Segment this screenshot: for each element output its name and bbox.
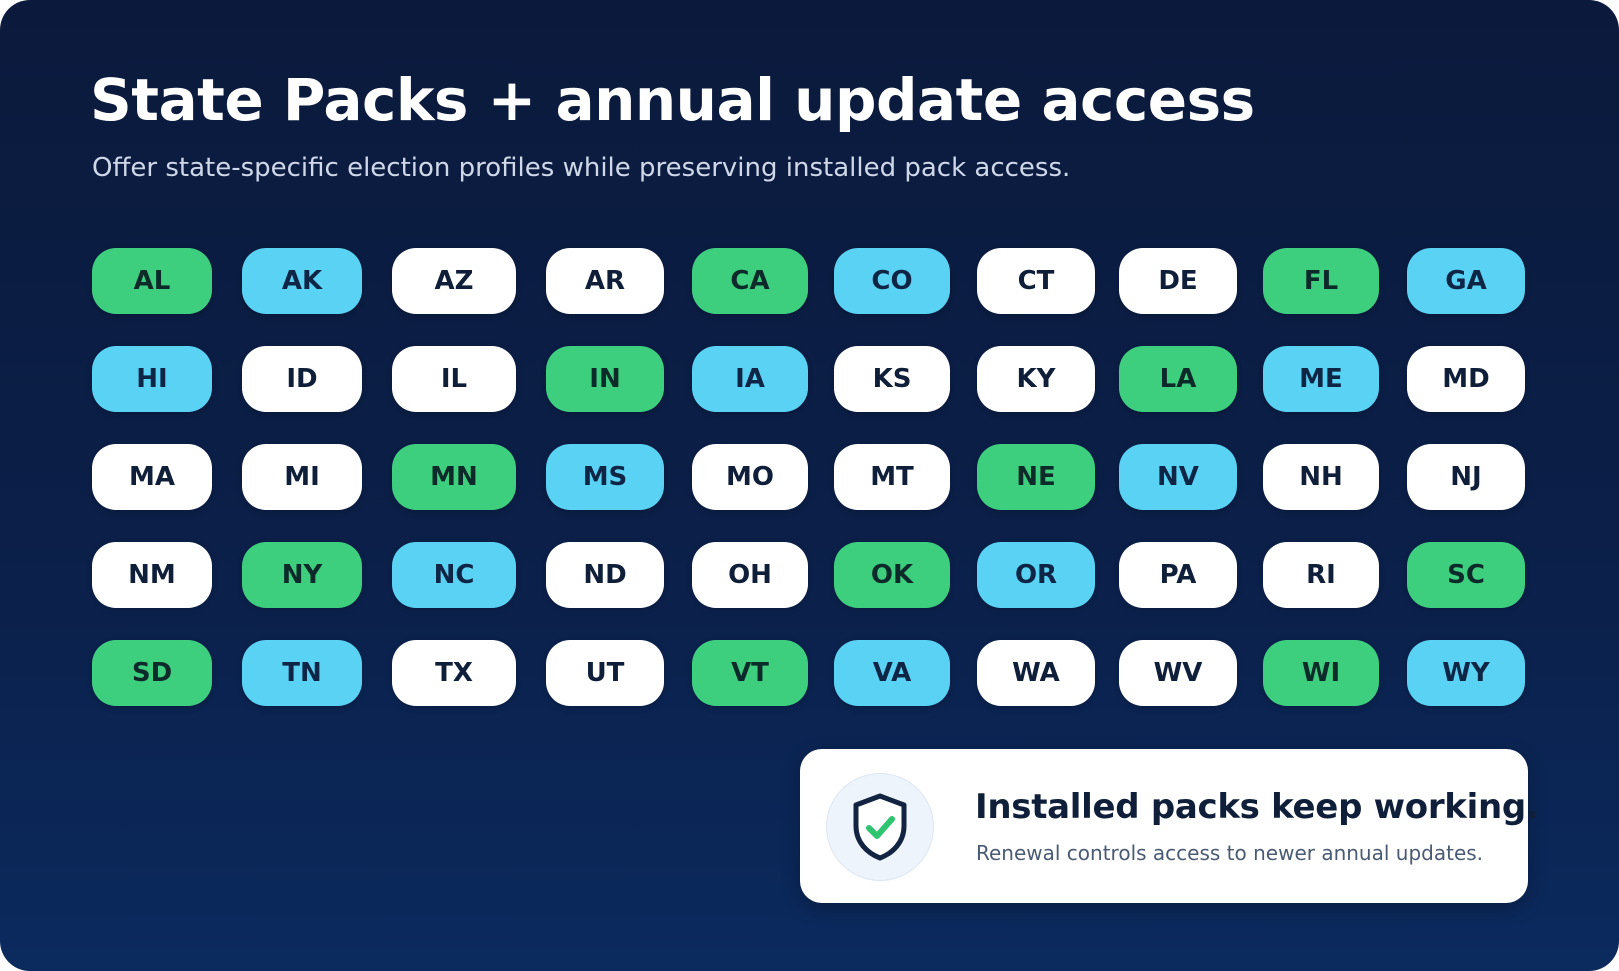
state-pill-hi[interactable]: HI	[92, 346, 212, 412]
state-pill-nh[interactable]: NH	[1263, 444, 1379, 510]
state-pill-tn[interactable]: TN	[242, 640, 362, 706]
state-pill-mi[interactable]: MI	[242, 444, 362, 510]
state-pill-al[interactable]: AL	[92, 248, 212, 314]
state-pill-co[interactable]: CO	[834, 248, 950, 314]
callout-title: Installed packs keep working.	[975, 787, 1539, 827]
shield-badge	[826, 773, 934, 881]
state-pill-ok[interactable]: OK	[834, 542, 950, 608]
state-pill-wv[interactable]: WV	[1119, 640, 1237, 706]
callout-text: Renewal controls access to newer annual …	[976, 841, 1484, 865]
state-pill-md[interactable]: MD	[1407, 346, 1525, 412]
state-pill-wi[interactable]: WI	[1263, 640, 1379, 706]
state-pill-oh[interactable]: OH	[692, 542, 808, 608]
installed-packs-callout: Installed packs keep working. Renewal co…	[800, 749, 1539, 903]
shield-check-icon	[853, 793, 907, 861]
page-subtitle: Offer state-specific election profiles w…	[92, 153, 1071, 183]
state-pill-ny[interactable]: NY	[242, 542, 362, 608]
state-pill-az[interactable]: AZ	[392, 248, 516, 314]
state-pill-nv[interactable]: NV	[1119, 444, 1237, 510]
state-pill-ga[interactable]: GA	[1407, 248, 1525, 314]
page-title: State Packs + annual update access	[90, 66, 1255, 134]
state-pill-wy[interactable]: WY	[1407, 640, 1525, 706]
state-pill-ut[interactable]: UT	[546, 640, 664, 706]
state-pill-sd[interactable]: SD	[92, 640, 212, 706]
state-pill-vt[interactable]: VT	[692, 640, 808, 706]
state-pill-pa[interactable]: PA	[1119, 542, 1237, 608]
state-pill-ma[interactable]: MA	[92, 444, 212, 510]
state-pill-la[interactable]: LA	[1119, 346, 1237, 412]
state-pill-va[interactable]: VA	[834, 640, 950, 706]
state-pill-ak[interactable]: AK	[242, 248, 362, 314]
state-pill-ia[interactable]: IA	[692, 346, 808, 412]
state-pill-de[interactable]: DE	[1119, 248, 1237, 314]
state-pill-me[interactable]: ME	[1263, 346, 1379, 412]
state-pill-il[interactable]: IL	[392, 346, 516, 412]
state-pill-fl[interactable]: FL	[1263, 248, 1379, 314]
state-pill-id[interactable]: ID	[242, 346, 362, 412]
state-pill-ri[interactable]: RI	[1263, 542, 1379, 608]
state-pill-or[interactable]: OR	[977, 542, 1095, 608]
state-pill-mt[interactable]: MT	[834, 444, 950, 510]
state-pill-nm[interactable]: NM	[92, 542, 212, 608]
state-pill-mn[interactable]: MN	[392, 444, 516, 510]
state-pill-ct[interactable]: CT	[977, 248, 1095, 314]
state-pill-ca[interactable]: CA	[692, 248, 808, 314]
state-pill-ks[interactable]: KS	[834, 346, 950, 412]
state-pill-nj[interactable]: NJ	[1407, 444, 1525, 510]
state-pill-tx[interactable]: TX	[392, 640, 516, 706]
state-pill-ne[interactable]: NE	[977, 444, 1095, 510]
state-pill-wa[interactable]: WA	[977, 640, 1095, 706]
state-pill-in[interactable]: IN	[546, 346, 664, 412]
state-pill-ky[interactable]: KY	[977, 346, 1095, 412]
state-pill-ar[interactable]: AR	[546, 248, 664, 314]
state-pill-nd[interactable]: ND	[546, 542, 664, 608]
state-pill-nc[interactable]: NC	[392, 542, 516, 608]
state-pill-ms[interactable]: MS	[546, 444, 664, 510]
state-pill-mo[interactable]: MO	[692, 444, 808, 510]
state-pill-sc[interactable]: SC	[1407, 542, 1525, 608]
